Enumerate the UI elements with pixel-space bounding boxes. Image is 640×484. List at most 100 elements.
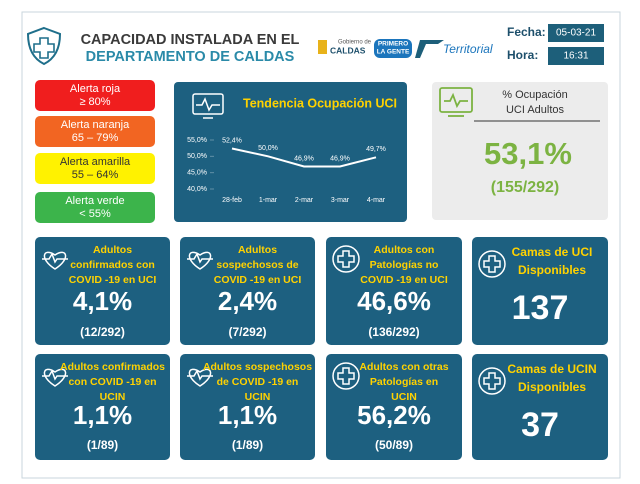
occupancy-value: 53,1% bbox=[484, 136, 572, 171]
x-tick-label: 4-mar bbox=[367, 197, 386, 204]
title: CAPACIDAD INSTALADA EN EL bbox=[81, 32, 300, 48]
card-title: UCIN bbox=[245, 391, 271, 403]
card-value: 1,1% bbox=[73, 400, 132, 430]
occupancy-detail: (155/292) bbox=[491, 179, 560, 196]
heart-icon bbox=[42, 368, 68, 387]
logo-mark bbox=[415, 40, 444, 58]
card-value: 137 bbox=[512, 289, 569, 327]
logo-text: PRIMERO bbox=[378, 41, 408, 48]
alert-range: 55 – 64% bbox=[72, 169, 119, 181]
card bbox=[326, 354, 462, 460]
card-box bbox=[326, 237, 462, 345]
card bbox=[472, 237, 608, 345]
card-box bbox=[35, 237, 170, 345]
card-title: sospechosos de bbox=[216, 259, 298, 271]
cross-icon bbox=[337, 367, 355, 385]
card-title: Adultos bbox=[93, 244, 132, 256]
date: 05-03-21 bbox=[556, 28, 596, 39]
card-title: confirmados con bbox=[70, 259, 155, 271]
occupancy-title: % Ocupación bbox=[502, 89, 567, 101]
time-box bbox=[548, 47, 604, 65]
chart-title: Tendencia Ocupación UCI bbox=[243, 96, 397, 110]
y-tick-label: 50,0% bbox=[187, 153, 207, 160]
alert-range: 65 – 79% bbox=[72, 132, 119, 144]
logo-text: LA GENTE bbox=[377, 49, 410, 56]
card-title: COVID -19 en UCI bbox=[69, 274, 157, 286]
logo-mark bbox=[318, 40, 327, 54]
card-detail: (7/292) bbox=[228, 325, 266, 339]
card-box bbox=[472, 237, 608, 345]
cross-icon bbox=[483, 255, 501, 273]
card-title: Patologías no bbox=[370, 259, 439, 271]
card bbox=[35, 354, 170, 460]
title: DEPARTAMENTO DE CALDAS bbox=[86, 49, 295, 65]
logo-text: Territorial bbox=[443, 42, 493, 56]
data-label: 46,9% bbox=[294, 155, 314, 162]
card bbox=[326, 237, 462, 345]
shield-icon bbox=[26, 26, 62, 66]
alert-label: Alerta naranja bbox=[61, 119, 130, 131]
data-label: 46,9% bbox=[330, 155, 350, 162]
card-title: Patologías en bbox=[370, 376, 438, 388]
x-tick-label: 3-mar bbox=[331, 197, 350, 204]
card-box bbox=[35, 354, 170, 460]
x-tick-label: 1-mar bbox=[259, 197, 278, 204]
alert-box bbox=[35, 116, 155, 147]
time-label: Hora: bbox=[507, 48, 538, 62]
time: 16:31 bbox=[563, 51, 588, 62]
card-box bbox=[180, 237, 315, 345]
card-detail: (50/89) bbox=[375, 438, 413, 452]
card-title: Adultos bbox=[238, 244, 277, 256]
card-value: 4,1% bbox=[73, 286, 132, 316]
x-tick-label: 28-feb bbox=[222, 197, 242, 204]
alert-box bbox=[35, 153, 155, 184]
date-box bbox=[548, 24, 604, 42]
alert-box bbox=[35, 80, 155, 111]
occupancy-panel bbox=[432, 82, 608, 220]
alert-label: Alerta roja bbox=[70, 83, 121, 95]
card-value: 1,1% bbox=[218, 400, 277, 430]
x-tick-label: 2-mar bbox=[295, 197, 314, 204]
card-title: con COVID -19 en bbox=[68, 376, 156, 388]
card-title: Camas de UCI bbox=[512, 245, 593, 259]
card-detail: (12/292) bbox=[80, 325, 125, 339]
cross-icon bbox=[478, 367, 506, 395]
logo-text: Gobierno de bbox=[338, 40, 372, 46]
card-value: 46,6% bbox=[357, 286, 431, 316]
card-detail: (1/89) bbox=[232, 438, 263, 452]
logo-text: CALDAS bbox=[330, 45, 366, 55]
card-title: Disponibles bbox=[518, 380, 586, 394]
card-title: de COVID -19 en bbox=[217, 376, 299, 388]
trend-panel bbox=[174, 82, 407, 222]
card-title: UCIN bbox=[100, 391, 126, 403]
card-title: UCIN bbox=[391, 391, 417, 403]
alert-label: Alerta amarilla bbox=[60, 156, 131, 168]
trend-line bbox=[231, 147, 377, 168]
cross-icon bbox=[332, 245, 360, 273]
card-value: 56,2% bbox=[357, 400, 431, 430]
y-tick-label: 45,0% bbox=[187, 170, 207, 177]
card-box bbox=[180, 354, 315, 460]
y-tick-label: 40,0% bbox=[187, 186, 207, 193]
card bbox=[180, 237, 315, 345]
alert-box bbox=[35, 192, 155, 223]
heart-icon bbox=[187, 368, 213, 387]
monitor-icon bbox=[439, 87, 473, 117]
card-box bbox=[326, 354, 462, 460]
card-title: Camas de UCIN bbox=[507, 362, 596, 376]
cross-icon bbox=[483, 372, 501, 390]
data-label: 52,4% bbox=[222, 137, 242, 144]
card bbox=[472, 354, 608, 460]
card-value: 2,4% bbox=[218, 286, 277, 316]
card-title: Adultos sospechosos bbox=[203, 361, 312, 373]
card-title: Adultos confirmados bbox=[60, 361, 165, 373]
card-detail: (1/89) bbox=[87, 438, 118, 452]
alert-label: Alerta verde bbox=[65, 195, 124, 207]
monitor-icon bbox=[192, 93, 224, 119]
logo-pill bbox=[374, 39, 412, 58]
alert-range: < 55% bbox=[79, 208, 111, 220]
occupancy-title: UCI Adultos bbox=[506, 104, 565, 116]
alert-range: ≥ 80% bbox=[79, 96, 110, 108]
card-title: Adultos con bbox=[374, 244, 435, 256]
